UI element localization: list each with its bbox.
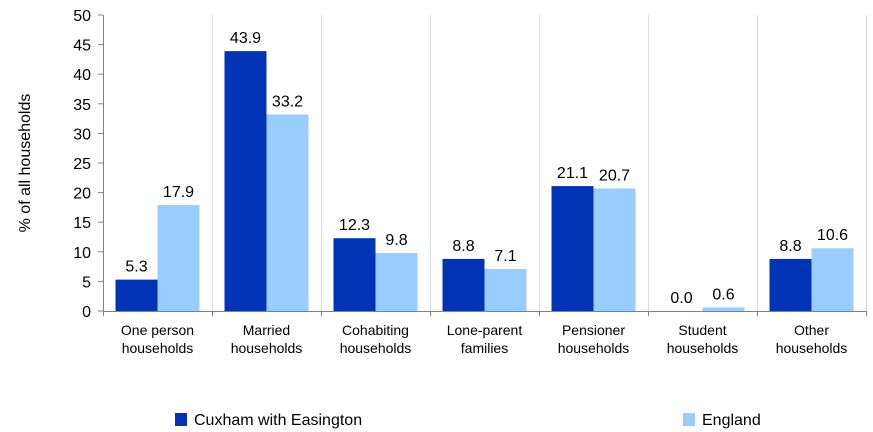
x-category-label: One person [121,322,194,338]
legend-swatch [175,413,187,426]
data-label: 8.8 [452,238,474,255]
data-label: 33.2 [272,93,303,110]
data-label: 43.9 [230,30,261,47]
y-axis-ticks: 0 5 10 15 20 25 30 35 40 45 50 [73,8,103,321]
x-category-label: Other [794,322,829,338]
x-category-label: households [231,340,303,356]
x-category-label: families [461,340,508,356]
bars [115,51,854,312]
bar-cuxham-3 [442,258,485,311]
y-tick-label: 15 [73,215,91,232]
y-tick-label: 50 [73,8,91,25]
bar-cuxham-6 [769,258,812,311]
x-category-label: households [667,340,739,356]
data-label: 5.3 [125,259,147,276]
bar-england-5 [702,307,745,311]
data-label: 8.8 [779,238,801,255]
data-label: 0.6 [712,286,734,303]
y-tick-label: 40 [73,67,91,84]
bar-england-3 [484,268,527,311]
bar-cuxham-2 [333,238,376,311]
data-label: 10.6 [817,227,848,244]
y-tick-label: 30 [73,126,91,143]
data-label: 0.0 [670,290,692,307]
grid-lines [103,15,867,316]
x-category-label: Student [678,322,726,338]
bar-cuxham-0 [115,279,158,311]
x-category-label: households [122,340,194,356]
y-tick-label: 10 [73,245,91,262]
y-tick-label: 35 [73,97,91,114]
y-tick-label: 20 [73,186,91,203]
data-label: 7.1 [494,248,516,265]
data-label: 17.9 [163,184,194,201]
bar-england-1 [266,114,309,312]
legend-label: Cuxham with Easington [194,412,362,429]
bar-england-6 [811,248,854,311]
bar-cuxham-4 [551,186,594,311]
y-tick-label: 5 [82,274,91,291]
legend-swatch [683,413,695,426]
bar-england-4 [593,188,636,311]
x-category-label: Cohabiting [342,322,409,338]
bar-cuxham-1 [224,51,267,311]
data-labels: 5.3 43.9 12.3 8.8 21.1 0.0 8.8 17.9 33.2 9.8 7.1 20… [125,30,848,307]
legend-label: England [702,412,761,429]
data-label: 12.3 [339,217,370,234]
x-category-label: Married [243,322,290,338]
y-tick-label: 0 [82,304,91,321]
data-label: 9.8 [385,232,407,249]
legend: Cuxham with Easington England [175,412,761,429]
x-category-label: Lone-parent [447,322,523,338]
x-category-label: households [340,340,412,356]
y-tick-label: 25 [73,156,91,173]
bar-england-2 [375,252,418,311]
data-label: 21.1 [557,165,588,182]
y-tick-label: 45 [73,38,91,55]
x-category-label: households [776,340,848,356]
x-axis-categories: One person households Married households Coh… [121,322,847,356]
data-label: 20.7 [599,167,630,184]
x-category-label: households [558,340,630,356]
x-category-label: Pensioner [562,322,625,338]
bar-england-0 [157,205,200,311]
y-axis-label: % of all households [17,94,34,233]
